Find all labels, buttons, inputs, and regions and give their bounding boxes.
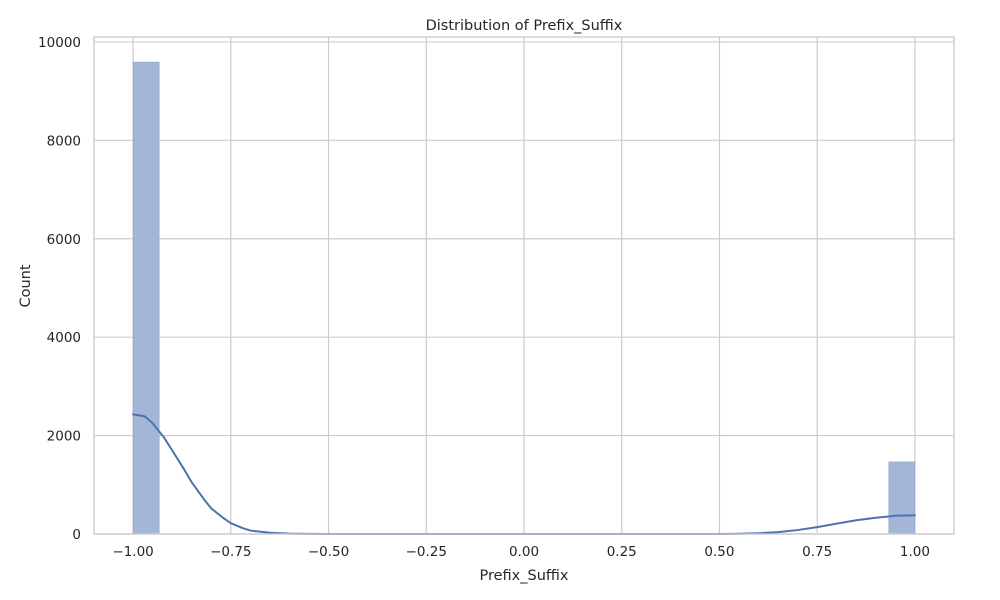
y-tick-label: 4000 — [47, 330, 81, 346]
x-tick-label: 0.25 — [607, 544, 637, 560]
x-tick-label: 0.00 — [509, 544, 539, 560]
x-axis-title: Prefix_Suffix — [479, 568, 568, 584]
histogram-bar — [888, 461, 916, 535]
histogram-bar — [132, 61, 160, 535]
y-tick-labels: 0 2000 4000 6000 8000 10000 — [38, 35, 81, 543]
y-tick-label: 10000 — [38, 35, 81, 51]
x-tick-label: −0.75 — [210, 544, 251, 560]
x-tick-label: −0.25 — [406, 544, 447, 560]
histogram-bars — [132, 61, 916, 535]
x-tick-label: −1.00 — [112, 544, 153, 560]
chart-title: Distribution of Prefix_Suffix — [426, 18, 623, 34]
x-tick-label: 0.50 — [704, 544, 734, 560]
x-tick-label: −0.50 — [308, 544, 349, 560]
x-tick-label: 0.75 — [802, 544, 832, 560]
x-tick-labels: −1.00 −0.75 −0.50 −0.25 0.00 0.25 0.50 0.75 1.00 — [112, 544, 930, 560]
y-tick-label: 2000 — [47, 429, 81, 445]
y-tick-label: 0 — [72, 527, 81, 543]
plot-frame — [93, 36, 955, 535]
y-tick-label: 6000 — [47, 232, 81, 248]
y-tick-label: 8000 — [47, 133, 81, 149]
x-tick-label: 1.00 — [900, 544, 930, 560]
y-axis-title: Count — [18, 264, 34, 307]
